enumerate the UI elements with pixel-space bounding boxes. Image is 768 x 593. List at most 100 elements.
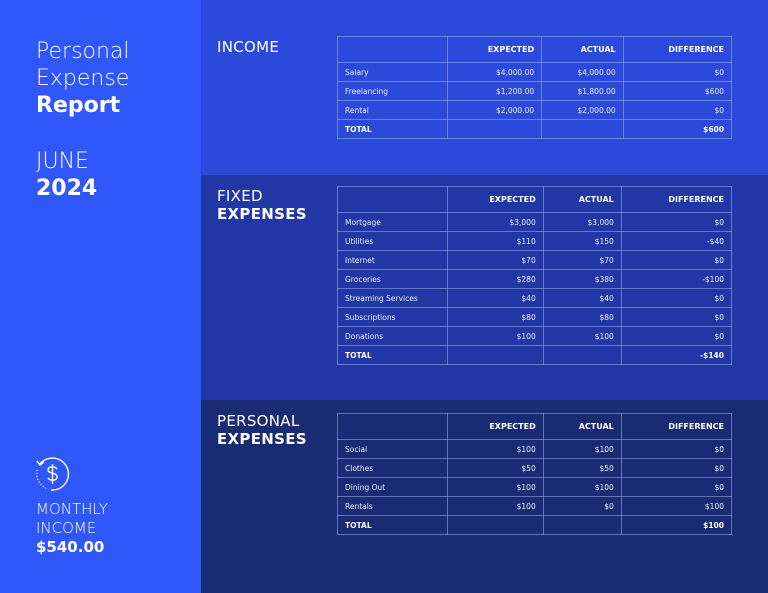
table-row: Freelancing $1,200.00 $1,800.00 $600 [337, 81, 733, 101]
monthly-label-1: MONTHLY [36, 500, 108, 518]
table-cell: $50 [542, 458, 622, 478]
table-cell: $4,000.00 [446, 62, 543, 82]
table-row: Rentals $100 $0 $100 [337, 496, 733, 516]
column-header [337, 413, 448, 440]
table-row: Mortgage $3,000 $3,000 $0 [337, 212, 733, 232]
column-header: ACTUAL [542, 186, 622, 213]
income-table: EXPECTED ACTUAL DIFFERENCE Salary $4,000.00 $… [337, 36, 733, 139]
table-cell: $100 [447, 439, 544, 459]
table-cell [446, 119, 543, 139]
monthly-income-value: $540.00 [36, 538, 105, 556]
table-cell: $0 [620, 326, 733, 346]
table-cell: Social [337, 439, 448, 459]
title-line1: Personal [36, 39, 130, 64]
column-header: ACTUAL [542, 413, 622, 440]
table-cell: $100 [620, 496, 733, 516]
table-cell: Donations [337, 326, 448, 346]
month: JUNE [36, 149, 89, 174]
table-cell: $600 [622, 119, 733, 139]
table-cell: Freelancing [337, 81, 448, 101]
table-cell: $40 [447, 288, 544, 308]
table-cell: $100 [542, 326, 622, 346]
table-cell: $0 [620, 250, 733, 270]
table-row: Clothes $50 $50 $0 [337, 458, 733, 478]
table-cell [541, 119, 624, 139]
table-cell: $80 [542, 307, 622, 327]
table-cell: $0 [620, 439, 733, 459]
table-cell: -$40 [620, 231, 733, 251]
table-cell: -$140 [620, 345, 733, 365]
table-cell: $40 [542, 288, 622, 308]
table-cell: $150 [542, 231, 622, 251]
fixed-expenses-table: EXPECTED ACTUAL DIFFERENCE Mortgage $3,000 $3… [337, 186, 733, 365]
table-cell: $600 [622, 81, 733, 101]
table-cell: $0 [622, 100, 733, 120]
table-cell [542, 345, 622, 365]
table-cell: $0 [620, 458, 733, 478]
table-cell: Mortgage [337, 212, 448, 232]
year: 2024 [36, 176, 98, 201]
section-subtitle: EXPENSES [217, 430, 307, 448]
table-cell: Rental [337, 100, 448, 120]
table-cell: $100 [620, 515, 733, 535]
table-cell: $4,000.00 [541, 62, 624, 82]
column-header: ACTUAL [541, 36, 624, 63]
table-cell: $2,000.00 [446, 100, 543, 120]
table-cell: Groceries [337, 269, 448, 289]
table-cell: $70 [447, 250, 544, 270]
table-cell: Streaming Services [337, 288, 448, 308]
table-cell: $1,800.00 [541, 81, 624, 101]
table-cell: -$100 [620, 269, 733, 289]
table-cell: $100 [447, 496, 544, 516]
table-cell: $0 [622, 62, 733, 82]
section-income: INCOME EXPECTED ACTUAL DIFFERENCE Salary $4,0… [201, 0, 768, 175]
table-row: Donations $100 $100 $0 [337, 326, 733, 346]
table-header: EXPECTED ACTUAL DIFFERENCE [337, 36, 733, 63]
table-cell: $100 [447, 477, 544, 497]
title-line3: Report [36, 93, 121, 118]
table-cell [447, 345, 544, 365]
table-cell: TOTAL [337, 119, 448, 139]
table-row: Internet $70 $70 $0 [337, 250, 733, 270]
table-cell: $50 [447, 458, 544, 478]
section-title: PERSONAL [217, 412, 300, 430]
table-cell: Clothes [337, 458, 448, 478]
section-subtitle: EXPENSES [217, 205, 307, 223]
table-header: EXPECTED ACTUAL DIFFERENCE [337, 186, 733, 213]
table-row: Social $100 $100 $0 [337, 439, 733, 459]
column-header: EXPECTED [447, 413, 544, 440]
section-title: INCOME [217, 38, 280, 56]
table-cell: Subscriptions [337, 307, 448, 327]
table-cell: $110 [447, 231, 544, 251]
table-cell: Internet [337, 250, 448, 270]
column-header: DIFFERENCE [620, 186, 733, 213]
table-cell: $100 [542, 477, 622, 497]
table-cell: $100 [447, 326, 544, 346]
table-row: Streaming Services $40 $40 $0 [337, 288, 733, 308]
table-cell: Dining Out [337, 477, 448, 497]
table-row: Dining Out $100 $100 $0 [337, 477, 733, 497]
column-header: EXPECTED [447, 186, 544, 213]
section-fixed-expenses: FIXED EXPENSES EXPECTED ACTUAL DIFFERENCE Mor… [201, 175, 768, 400]
table-row: Rental $2,000.00 $2,000.00 $0 [337, 100, 733, 120]
dollar-refresh-icon [35, 457, 70, 491]
section-title: FIXED [217, 187, 263, 205]
section-personal-expenses: PERSONAL EXPENSES EXPECTED ACTUAL DIFFERENCE… [201, 400, 768, 593]
table-row: Salary $4,000.00 $4,000.00 $0 [337, 62, 733, 82]
table-row: Subscriptions $80 $80 $0 [337, 307, 733, 327]
table-cell: $0 [542, 496, 622, 516]
table-cell: Salary [337, 62, 448, 82]
column-header: EXPECTED [446, 36, 543, 63]
table-cell: TOTAL [337, 515, 448, 535]
total-row: TOTAL $600 [337, 119, 733, 139]
column-header: DIFFERENCE [622, 36, 733, 63]
personal-expenses-table: EXPECTED ACTUAL DIFFERENCE Social $100 $100 $0… [337, 413, 733, 535]
table-cell: $70 [542, 250, 622, 270]
table-cell [447, 515, 544, 535]
table-row: Groceries $280 $380 -$100 [337, 269, 733, 289]
sidebar: Personal Expense Report JUNE 2024 MONTHL… [0, 0, 201, 593]
table-cell: $380 [542, 269, 622, 289]
total-row: TOTAL -$140 [337, 345, 733, 365]
table-header: EXPECTED ACTUAL DIFFERENCE [337, 413, 733, 440]
total-row: TOTAL $100 [337, 515, 733, 535]
